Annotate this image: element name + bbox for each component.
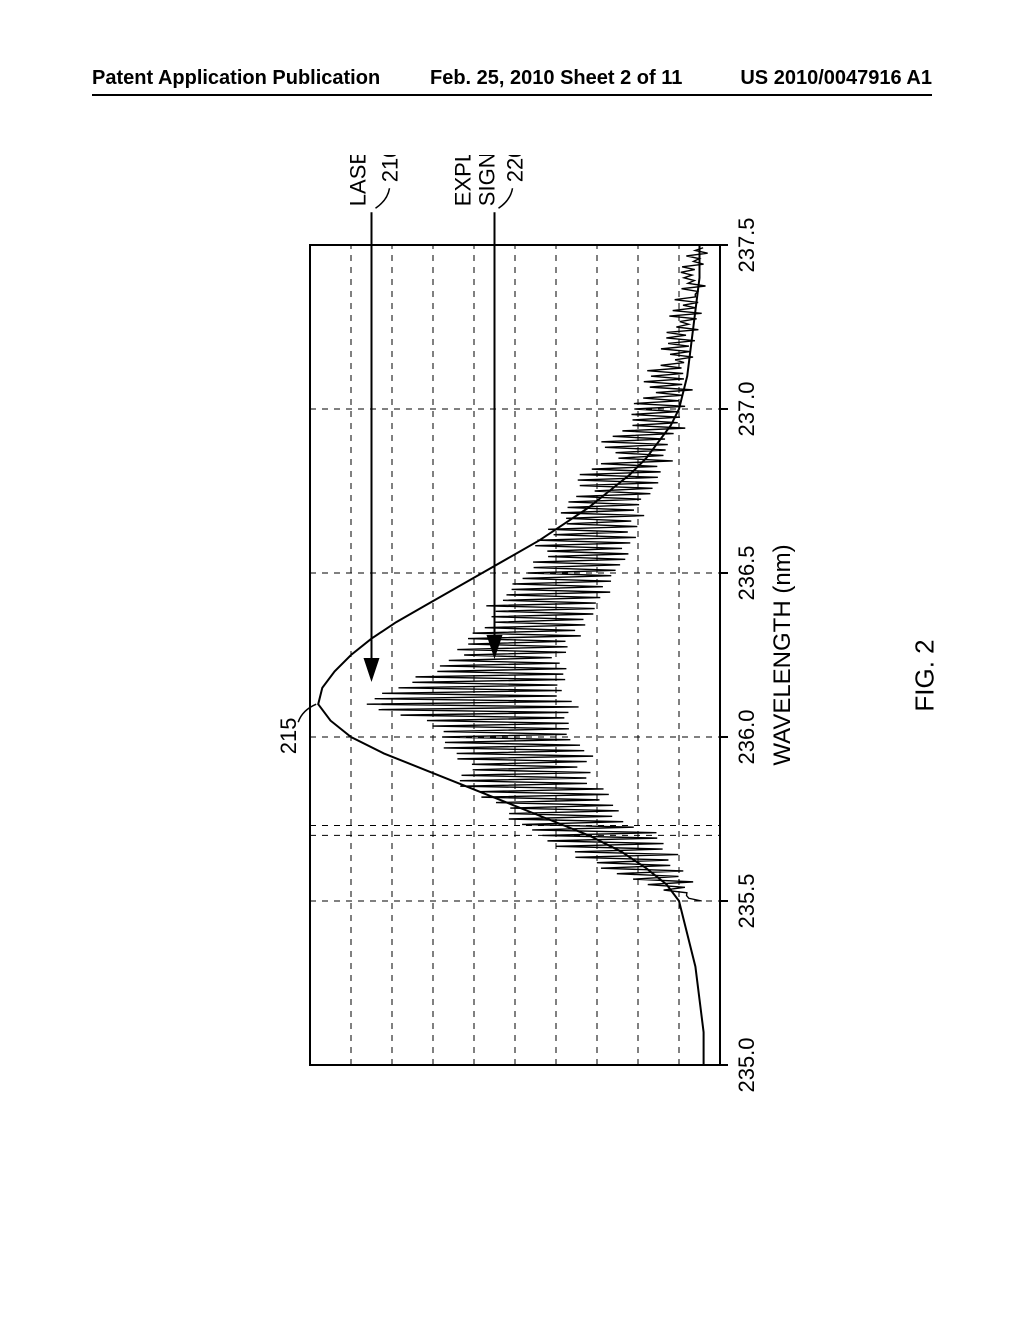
svg-text:237.5: 237.5 [734,217,759,272]
chart-svg: 235.0 235.5 236.0 236.5 237.0 237.5 WAVELENGTH… [170,155,890,1155]
svg-text:236.5: 236.5 [734,545,759,600]
figure-caption: FIG. 2 [910,639,941,711]
header-rule [92,94,932,96]
svg-text:LASER OUTPUT: LASER OUTPUT [346,155,371,206]
svg-text:EXPLOSIVE: EXPLOSIVE [451,155,476,206]
svg-text:235.0: 235.0 [734,1037,759,1092]
page: Patent Application Publication Feb. 25, … [0,0,1024,1320]
svg-text:237.0: 237.0 [734,381,759,436]
svg-text:215: 215 [276,717,301,754]
svg-text:236.0: 236.0 [734,709,759,764]
svg-text:210: 210 [378,155,403,182]
header-date-sheet: Feb. 25, 2010 Sheet 2 of 11 [430,67,682,90]
header-publication: Patent Application Publication [92,67,380,90]
svg-text:235.5: 235.5 [734,873,759,928]
svg-text:220: 220 [503,155,528,182]
header-docnumber: US 2010/0047916 A1 [740,67,932,90]
svg-text:WAVELENGTH (nm): WAVELENGTH (nm) [769,544,796,765]
figure-2: 235.0 235.5 236.0 236.5 237.0 237.5 WAVELENGTH… [170,155,890,1155]
svg-text:SIGNAL: SIGNAL [475,155,500,206]
